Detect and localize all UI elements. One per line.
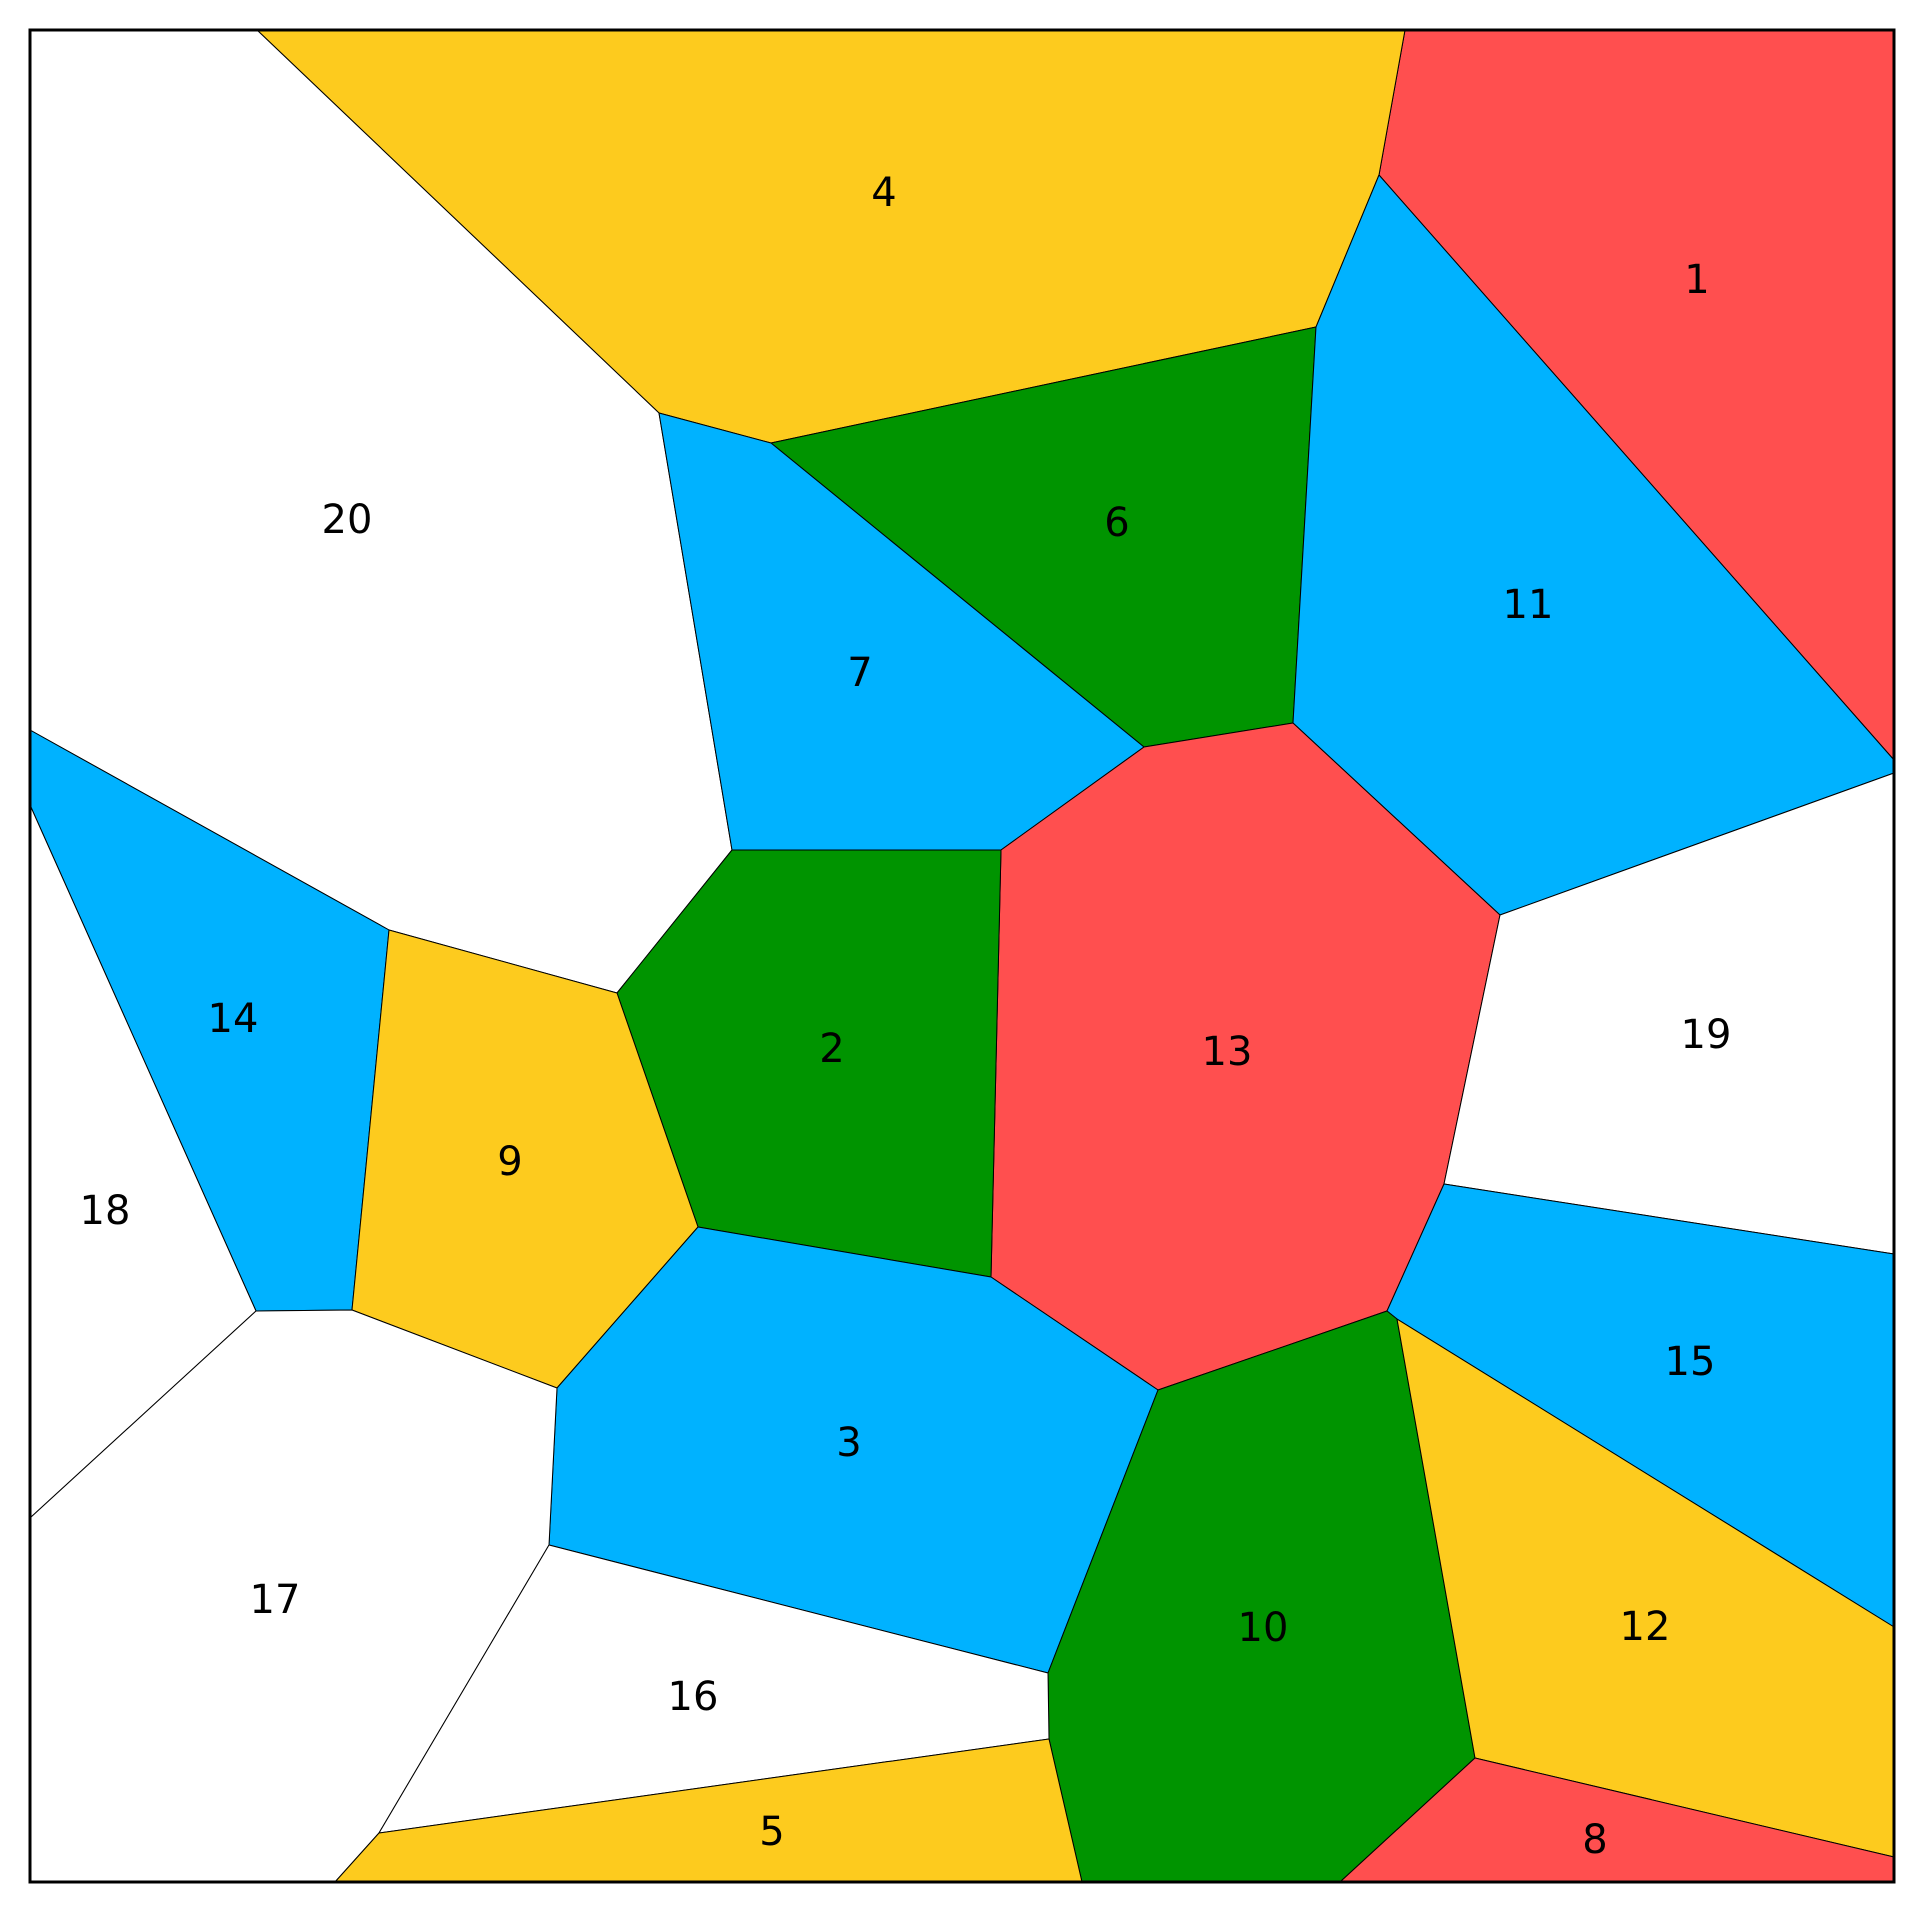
region-label-7: 7: [847, 650, 872, 696]
region-label-15: 15: [1665, 1339, 1716, 1385]
region-label-20: 20: [322, 497, 373, 543]
region-label-4: 4: [871, 170, 896, 216]
region-label-5: 5: [759, 1809, 784, 1855]
region-label-11: 11: [1503, 582, 1554, 628]
region-label-9: 9: [497, 1139, 522, 1185]
region-label-18: 18: [80, 1188, 131, 1234]
region-label-13: 13: [1202, 1029, 1253, 1075]
region-label-1: 1: [1684, 257, 1709, 303]
region-label-8: 8: [1582, 1817, 1607, 1863]
region-label-16: 16: [668, 1674, 719, 1720]
region-label-10: 10: [1238, 1605, 1289, 1651]
region-label-6: 6: [1104, 500, 1129, 546]
region-label-12: 12: [1620, 1604, 1671, 1650]
region-label-14: 14: [208, 996, 259, 1042]
region-label-3: 3: [836, 1420, 861, 1466]
plot-frame: [28, 28, 1896, 1884]
region-label-19: 19: [1681, 1012, 1732, 1058]
region-label-17: 17: [250, 1577, 301, 1623]
region-label-2: 2: [819, 1026, 844, 1072]
